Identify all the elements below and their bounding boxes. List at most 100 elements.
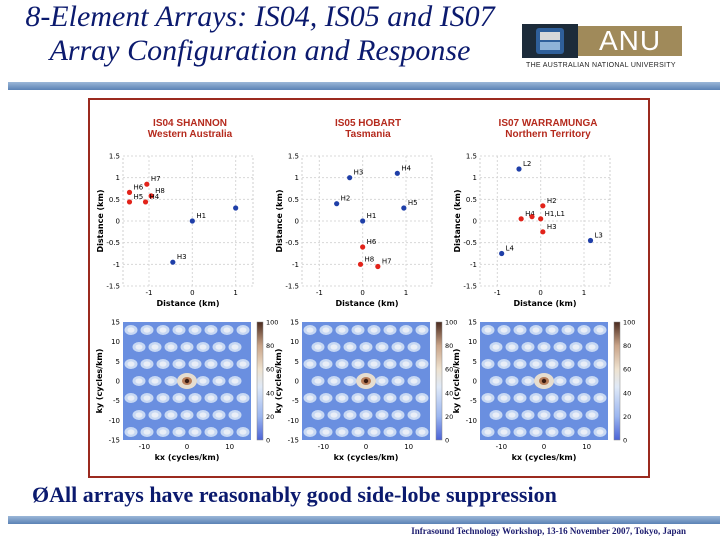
title-line-2: Array Configuration and Response: [49, 34, 471, 67]
side-lobe-core: [330, 344, 338, 350]
sensor-label: H3: [177, 253, 187, 261]
sensor-point: [148, 193, 154, 199]
side-lobe-core: [410, 378, 418, 384]
sensor-point: [499, 250, 505, 257]
side-lobe-core: [362, 344, 370, 350]
main-lobe-peak: [184, 378, 190, 384]
side-lobe-core: [556, 412, 564, 418]
sensor-label: H5: [408, 199, 418, 207]
side-lobe-core: [418, 361, 426, 367]
sensor-point: [357, 261, 364, 267]
x-tick-label: 10: [582, 443, 591, 451]
side-lobe-core: [338, 395, 346, 401]
x-tick-label: 0: [542, 443, 546, 451]
side-lobe-core: [306, 429, 314, 435]
response-panel-1: -10 0 10 15 10 5 0 -5 -10 -15 kx (cycles/km) ky (cy…: [274, 319, 457, 463]
side-lobe-core: [223, 361, 231, 367]
side-lobe-core: [564, 361, 572, 367]
side-lobe-core: [580, 429, 588, 435]
y-tick-label: -15: [288, 437, 299, 445]
side-lobe-core: [207, 327, 215, 333]
y-tick-label: 0: [473, 218, 477, 226]
side-lobe-core: [330, 412, 338, 418]
x-tick-label: 0: [190, 289, 194, 297]
y-tick-label: 5: [295, 358, 299, 366]
side-lobe-core: [484, 361, 492, 367]
panel-title-is07: IS07 WARRAMUNGA Northern Territory: [498, 118, 598, 140]
colorbar-tick-label: 0: [266, 437, 270, 445]
y-tick-label: 15: [290, 319, 299, 327]
side-lobe-core: [215, 378, 223, 384]
sensor-point: [540, 203, 546, 209]
sensor-point: [142, 199, 149, 205]
side-lobe-core: [386, 429, 394, 435]
side-lobe-core: [596, 327, 604, 333]
colorbar-tick-label: 100: [445, 319, 457, 327]
side-lobe-core: [410, 412, 418, 418]
side-lobe-core: [167, 412, 175, 418]
colorbar-tick-label: 20: [266, 413, 274, 421]
y-tick-label: 0: [295, 218, 299, 226]
side-lobe-core: [386, 327, 394, 333]
colorbar: [613, 321, 621, 441]
side-lobe-core: [370, 395, 378, 401]
side-lobe-core: [159, 395, 167, 401]
x-tick-label: 10: [225, 443, 234, 451]
side-lobe-core: [159, 361, 167, 367]
sensor-point: [360, 218, 366, 224]
sensor-label: H1: [196, 212, 206, 220]
side-lobe-core: [556, 378, 564, 384]
side-lobe-core: [580, 395, 588, 401]
side-lobe-core: [314, 344, 322, 350]
side-lobe-core: [338, 361, 346, 367]
side-lobe-core: [362, 412, 370, 418]
y-tick-label: 10: [290, 338, 299, 346]
side-lobe-core: [151, 378, 159, 384]
x-tick-label: 1: [582, 289, 586, 297]
y-tick-label: -1: [470, 261, 477, 269]
side-lobe-core: [143, 429, 151, 435]
sensor-point: [529, 214, 535, 220]
x-tick-label: 0: [185, 443, 189, 451]
side-lobe-core: [394, 344, 402, 350]
sensor-point: [347, 175, 353, 181]
side-lobe-core: [159, 327, 167, 333]
side-lobe-core: [306, 395, 314, 401]
side-lobe-core: [580, 361, 588, 367]
side-lobe-core: [127, 429, 135, 435]
side-lobe-core: [532, 395, 540, 401]
side-lobe-core: [378, 378, 386, 384]
side-lobe-core: [183, 412, 191, 418]
y-tick-label: 0.5: [466, 196, 477, 204]
sensor-label: H2: [341, 195, 351, 203]
side-lobe-core: [540, 412, 548, 418]
side-lobe-core: [143, 395, 151, 401]
side-lobe-core: [402, 361, 410, 367]
x-tick-label: 10: [404, 443, 413, 451]
side-lobe-core: [231, 344, 239, 350]
colorbar-tick-label: 40: [623, 389, 631, 397]
side-lobe-core: [572, 412, 580, 418]
side-lobe-core: [207, 361, 215, 367]
sensor-point: [587, 237, 594, 244]
x-axis-label: Distance (km): [157, 299, 220, 308]
sensor-point: [126, 189, 133, 195]
side-lobe-core: [354, 429, 362, 435]
sensor-label: H6: [134, 183, 144, 191]
y-tick-label: 0.5: [288, 196, 299, 204]
sensor-label: H2: [547, 197, 557, 205]
side-lobe-core: [484, 327, 492, 333]
side-lobe-core: [418, 327, 426, 333]
slide-title: 8-Element Arrays: IS04, IS05 and IS07 Ar…: [0, 0, 520, 68]
x-axis-label: Distance (km): [336, 299, 399, 308]
colorbar-tick-label: 60: [266, 366, 274, 374]
footer-text: Infrasound Technology Workshop, 13-16 No…: [411, 526, 686, 536]
side-lobe-core: [484, 429, 492, 435]
sensor-label: H8: [155, 187, 165, 195]
side-lobe-core: [370, 361, 378, 367]
side-lobe-core: [127, 395, 135, 401]
side-lobe-core: [338, 327, 346, 333]
sensor-point: [518, 216, 524, 222]
side-lobe-core: [207, 395, 215, 401]
side-lobe-core: [580, 327, 588, 333]
